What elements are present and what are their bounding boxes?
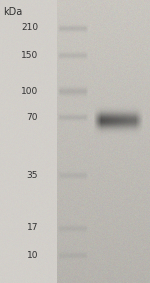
Text: 35: 35 [27,170,38,179]
Text: 210: 210 [21,23,38,33]
Text: 10: 10 [27,250,38,260]
Text: 100: 100 [21,87,38,95]
Text: 70: 70 [27,113,38,121]
Text: 150: 150 [21,50,38,59]
Text: 17: 17 [27,224,38,233]
Text: kDa: kDa [3,7,22,17]
